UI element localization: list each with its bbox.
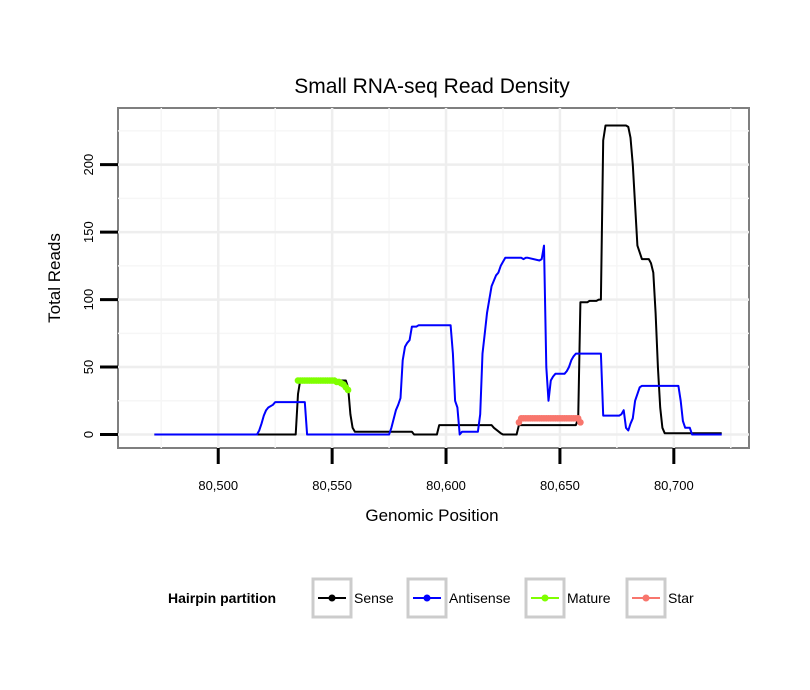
x-axis: 80,500 80,550 80,600 80,650 80,700	[198, 448, 694, 493]
legend-label-star: Star	[668, 590, 694, 606]
y-tick-label: 50	[81, 360, 96, 374]
series-antisense-line	[154, 244, 722, 436]
y-tick-label: 200	[81, 154, 96, 176]
x-tick-label: 80,700	[654, 478, 694, 493]
legend-key-point	[541, 594, 549, 602]
legend-label-mature: Mature	[567, 590, 611, 606]
legend-key-point	[642, 594, 650, 602]
legend-title: Hairpin partition	[168, 590, 276, 606]
x-tick-label: 80,650	[540, 478, 580, 493]
chart-title: Small RNA-seq Read Density	[294, 75, 570, 98]
y-tick-label: 0	[81, 431, 96, 438]
legend-key-point	[328, 594, 336, 602]
legend-label-sense: Sense	[354, 590, 394, 606]
x-axis-title: Genomic Position	[365, 506, 498, 525]
grid	[118, 108, 749, 448]
y-tick-label: 100	[81, 289, 96, 311]
series-star-point	[577, 419, 584, 426]
legend-label-antisense: Antisense	[449, 590, 511, 606]
legend-key-point	[423, 594, 431, 602]
x-tick-label: 80,550	[312, 478, 352, 493]
x-tick-label: 80,500	[198, 478, 238, 493]
y-axis-title: Total Reads	[45, 233, 64, 323]
y-axis: 0 50 100 150 200	[81, 154, 118, 438]
series-mature-point	[344, 386, 352, 394]
series-layer	[154, 124, 722, 436]
y-tick-label: 150	[81, 221, 96, 243]
x-tick-label: 80,600	[426, 478, 466, 493]
legend: Hairpin partition Sense Antisense Mature St…	[168, 577, 694, 619]
series-sense-line	[154, 124, 722, 436]
